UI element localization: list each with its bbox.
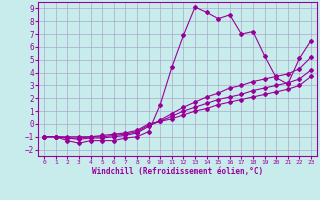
X-axis label: Windchill (Refroidissement éolien,°C): Windchill (Refroidissement éolien,°C): [92, 167, 263, 176]
